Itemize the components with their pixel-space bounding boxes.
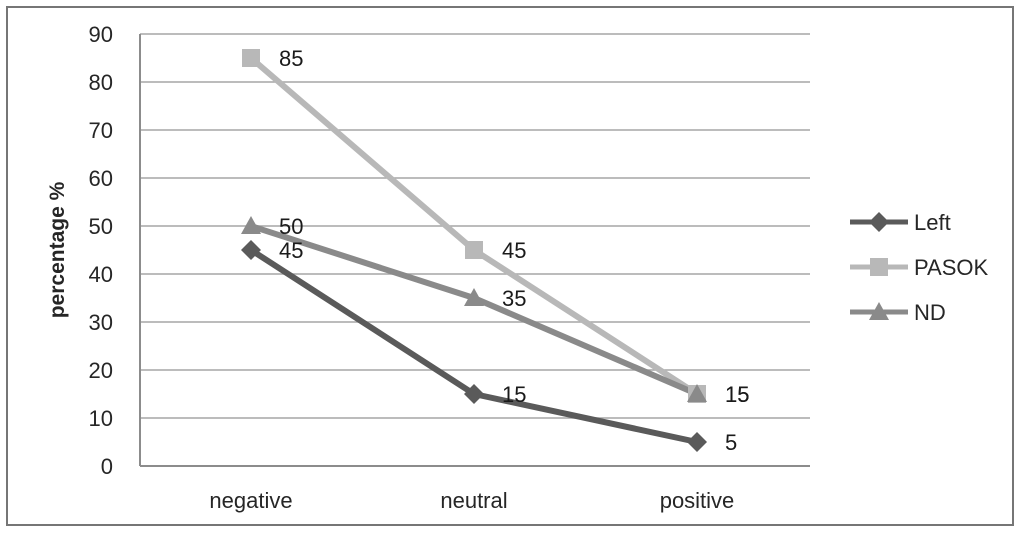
marker-square-pasok (242, 49, 260, 67)
legend-label-pasok: PASOK (914, 255, 989, 280)
y-tick-label: 60 (89, 166, 113, 191)
legend-marker-pasok (870, 258, 888, 276)
y-tick-label: 30 (89, 310, 113, 335)
y-tick-label: 80 (89, 70, 113, 95)
data-label-pasok: 15 (725, 382, 749, 407)
data-label-pasok: 85 (279, 46, 303, 71)
y-tick-label: 40 (89, 262, 113, 287)
y-tick-label: 50 (89, 214, 113, 239)
x-category-label: positive (660, 488, 735, 513)
y-axis-title: percentage % (46, 181, 69, 318)
marker-triangle-nd (241, 216, 261, 234)
y-tick-label: 10 (89, 406, 113, 431)
chart-frame (6, 6, 1014, 526)
marker-triangle-nd (687, 384, 707, 402)
legend-label-nd: ND (914, 300, 946, 325)
series-line-left (248, 247, 700, 445)
data-label-nd: 15 (725, 382, 749, 407)
legend-marker-left (869, 212, 889, 232)
marker-diamond-left (687, 432, 707, 452)
x-category-label: negative (209, 488, 292, 513)
y-tick-label: 20 (89, 358, 113, 383)
data-label-nd: 35 (502, 286, 526, 311)
data-label-nd: 50 (279, 214, 303, 239)
marker-triangle-nd (464, 288, 484, 306)
data-label-left: 15 (502, 382, 526, 407)
y-tick-label: 70 (89, 118, 113, 143)
data-label-left: 45 (279, 238, 303, 263)
legend-label-left: Left (914, 210, 951, 235)
data-label-pasok: 45 (502, 238, 526, 263)
x-category-label: neutral (440, 488, 507, 513)
marker-square-pasok (465, 241, 483, 259)
y-tick-label: 90 (89, 22, 113, 47)
marker-diamond-left (241, 240, 261, 260)
data-label-left: 5 (725, 430, 737, 455)
y-tick-label: 0 (101, 454, 113, 479)
marker-diamond-left (464, 384, 484, 404)
legend-marker-nd (869, 302, 889, 320)
